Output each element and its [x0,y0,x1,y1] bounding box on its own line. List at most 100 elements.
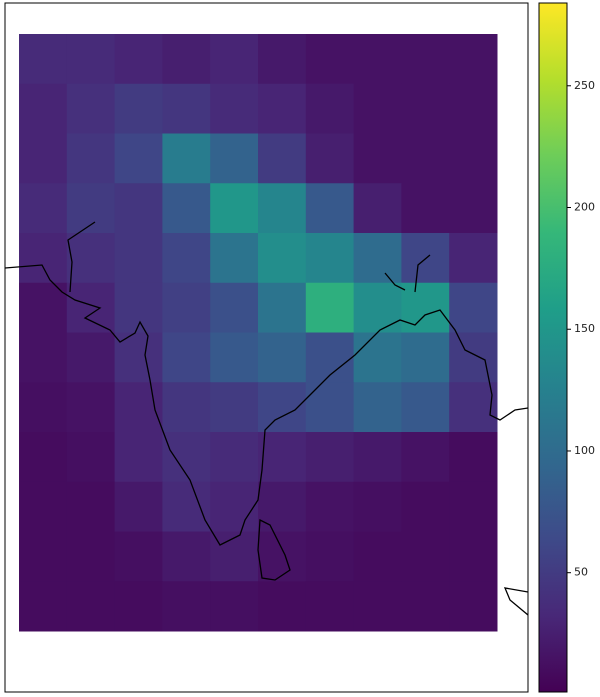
cell [449,133,498,184]
cell [66,34,116,85]
colorbar-tick-label: 250 [574,79,595,92]
cell [114,183,163,234]
island [257,518,291,581]
cell [353,382,402,433]
cell [353,581,402,632]
coastline [5,264,528,546]
cell [162,233,211,284]
cell [401,332,450,383]
cell [305,83,355,134]
cell [114,382,163,433]
cell [401,581,450,632]
cell [258,581,307,632]
cell [305,531,355,582]
cell [114,133,163,184]
cell [66,233,116,284]
cell [114,83,163,134]
heatmap [19,34,498,632]
cell [353,332,402,383]
coastline [414,254,431,293]
cell [401,282,450,333]
cell [66,531,116,582]
colorbar-tick-label: 50 [574,566,588,579]
cell [162,34,211,85]
cell [19,233,68,284]
colorbar-tick-label: 150 [574,322,595,335]
cell [114,581,163,632]
cell [258,34,307,85]
cell [162,581,211,632]
cell [114,332,163,383]
cell [19,432,68,483]
colorbar [538,2,568,693]
cell [210,133,259,184]
cell [449,432,498,483]
cell [353,183,402,234]
coastline [67,221,96,293]
cell [353,133,402,184]
cell [210,531,259,582]
cell [449,382,498,433]
cell [114,432,163,483]
cell [210,183,259,234]
coastline [503,587,528,616]
cell [162,133,211,184]
cell [353,531,402,582]
cell [19,183,68,234]
cell [19,481,68,532]
cell [449,34,498,85]
cell [401,133,450,184]
cell [210,34,259,85]
cell [19,282,68,333]
cell [162,183,211,234]
colorbar-tick-label: 100 [574,444,595,457]
cell [401,481,450,532]
cell [353,282,402,333]
cell [66,282,116,333]
cell [353,83,402,134]
cell [210,432,259,483]
cell [449,183,498,234]
coastlines [5,221,528,616]
cell [19,34,68,85]
cell [114,531,163,582]
cell [305,233,355,284]
cell [305,183,355,234]
cell [353,233,402,284]
cell [66,332,116,383]
cell [210,233,259,284]
cell [210,382,259,433]
cell [305,133,355,184]
cell [305,34,355,85]
cell [19,581,68,632]
cell [305,432,355,483]
cell [258,481,307,532]
cell [66,581,116,632]
cell [19,83,68,134]
cell [114,34,163,85]
cell [353,432,402,483]
cell [401,382,450,433]
cell [258,233,307,284]
cell [353,481,402,532]
cell [401,83,450,134]
cell [305,382,355,433]
cell [19,133,68,184]
cell [258,83,307,134]
cell [258,183,307,234]
axes-frame [4,2,529,693]
cell [162,83,211,134]
cell [449,233,498,284]
cell [401,183,450,234]
cell [258,332,307,383]
cell [162,531,211,582]
cell [401,34,450,85]
colorbar-tick-label: 200 [574,201,595,214]
cell [114,481,163,532]
cell [449,581,498,632]
cell [19,531,68,582]
cell [258,382,307,433]
cell [210,332,259,383]
